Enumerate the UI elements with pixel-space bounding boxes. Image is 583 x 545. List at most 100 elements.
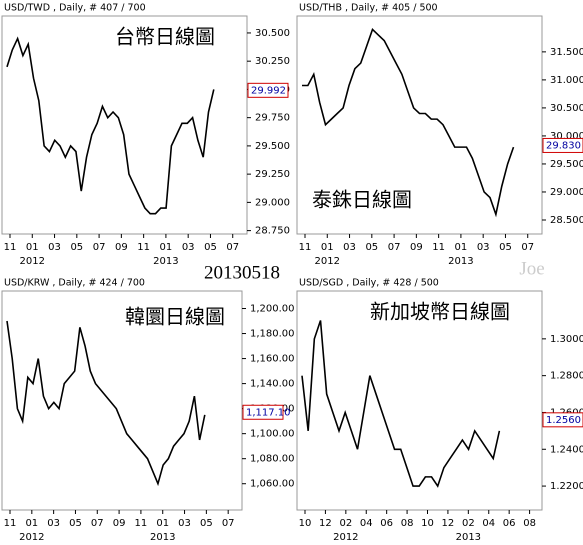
y-tick-label: 1,080.00 [250,454,295,465]
chart-title: 韓圜日線圖 [125,305,225,329]
last-price-box [542,137,583,153]
price-line [6,36,215,215]
x-tick-label: 03 [47,518,60,529]
x-tick-label: 01 [26,242,39,253]
x-tick-label: 09 [113,518,126,529]
y-tick-label: 30.250 [255,56,290,67]
chart-title: 泰銖日線圖 [312,188,412,212]
plot-frame [296,290,543,511]
x-tick-label: 07 [91,518,104,529]
y-tick-label: 1.3000 [550,334,583,345]
x-tick-label: 05 [200,518,213,529]
x-tick-label: 08 [401,518,414,529]
y-tick-label: 1,200.00 [250,304,295,315]
last-price-label: 1,117.10 [246,407,291,418]
y-tick-label: 29.500 [255,141,290,152]
last-price-label: 29.830 [546,140,581,151]
plot-frame [296,15,543,235]
x-tick-label: 07 [93,242,106,253]
y-tick-label: 1,100.00 [250,429,295,440]
y-tick-label: 30.000 [550,131,583,142]
x-tick-label: 05 [365,242,378,253]
y-tick-label: 31.500 [550,47,583,58]
x-tick-label: 11 [4,518,17,529]
x-tick-label: 10 [421,518,434,529]
x-tick-label: 06 [503,518,516,529]
x-tick-label: 10 [299,518,312,529]
y-tick-label: 1.2200 [550,481,583,492]
y-tick-label: 28.750 [255,226,290,237]
last-price-label: 1.2560 [546,415,581,426]
y-tick-label: 1,160.00 [250,354,295,365]
x-tick-label: 02 [339,518,352,529]
year-label: 2012 [315,256,340,267]
y-tick-label: 30.500 [255,28,290,39]
y-tick-label: 1.2400 [550,444,583,455]
x-tick-label: 04 [482,518,495,529]
date-label: 20130518 [204,262,280,283]
chart-header: USD/TWD , Daily, # 407 / 700 [4,3,146,14]
x-tick-label: 05 [69,518,82,529]
chart-title: 台幣日線圖 [115,25,215,49]
y-tick-label: 1,060.00 [250,479,295,490]
year-label: 2013 [448,256,473,267]
y-tick-label: 30.500 [550,103,583,114]
plot-frame [1,15,248,235]
year-label: 2012 [19,532,44,543]
plot-frame [1,290,243,511]
last-price-box [247,82,289,98]
year-label: 2012 [20,256,45,267]
last-price-label: 29.992 [251,85,286,96]
x-tick-label: 07 [226,242,239,253]
last-price-box [242,404,284,420]
x-tick-label: 05 [499,242,512,253]
last-price-box [542,412,583,428]
x-tick-label: 11 [432,242,445,253]
y-tick-label: 29.000 [255,197,290,208]
y-tick-label: 29.750 [255,113,290,124]
x-tick-label: 11 [135,518,148,529]
x-tick-label: 01 [156,518,169,529]
x-tick-label: 04 [360,518,373,529]
y-tick-label: 29.250 [255,169,290,180]
x-tick-label: 05 [70,242,83,253]
chart-header: USD/KRW , Daily, # 424 / 700 [4,278,145,289]
y-tick-label: 29.500 [550,159,583,170]
y-tick-label: 28.500 [550,215,583,226]
x-tick-label: 11 [4,242,17,253]
x-tick-label: 11 [299,242,312,253]
chart-title: 新加坡幣日線圖 [370,300,510,324]
x-tick-label: 03 [182,242,195,253]
x-tick-label: 11 [137,242,150,253]
year-label: 2013 [456,532,481,543]
price-line [302,28,515,218]
x-tick-label: 05 [204,242,217,253]
year-label: 2013 [153,256,178,267]
x-tick-label: 01 [321,242,334,253]
x-tick-label: 03 [343,242,356,253]
x-tick-label: 08 [523,518,536,529]
chart-header: USD/THB , Daily, # 405 / 500 [299,3,438,14]
year-label: 2013 [150,532,175,543]
chart-header: USD/SGD , Daily, # 428 / 500 [299,278,439,289]
x-tick-label: 12 [319,518,332,529]
watermark: Joe [519,258,544,279]
price-line [301,320,501,488]
y-tick-label: 1.2800 [550,371,583,382]
y-tick-label: 1,140.00 [250,379,295,390]
x-tick-label: 02 [462,518,475,529]
x-tick-label: 03 [477,242,490,253]
x-tick-label: 01 [455,242,468,253]
x-tick-label: 03 [178,518,191,529]
price-line [6,320,206,487]
x-tick-label: 09 [410,242,423,253]
y-tick-label: 29.000 [550,187,583,198]
y-tick-label: 1,180.00 [250,329,295,340]
x-tick-label: 01 [25,518,38,529]
y-tick-label: 31.000 [550,75,583,86]
x-tick-label: 12 [442,518,455,529]
x-tick-label: 07 [521,242,534,253]
x-tick-label: 07 [222,518,235,529]
year-label: 2012 [333,532,358,543]
